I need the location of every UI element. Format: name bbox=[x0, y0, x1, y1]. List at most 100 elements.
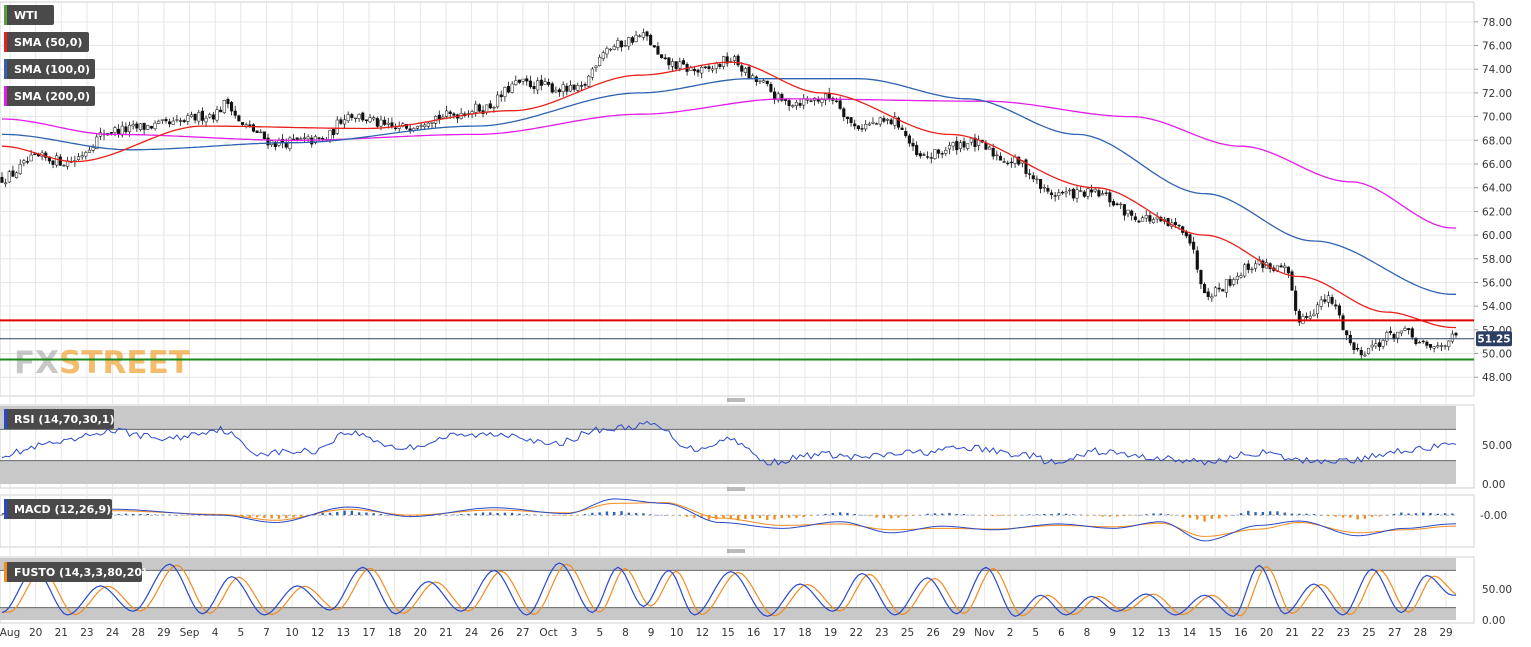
candle-body bbox=[62, 164, 66, 167]
macd-histogram-bar bbox=[1232, 515, 1235, 516]
legend-wti-box[interactable] bbox=[4, 5, 54, 25]
candle-body bbox=[645, 31, 649, 37]
candle-body bbox=[707, 66, 711, 69]
candle-body bbox=[1024, 159, 1028, 174]
fusto-k-line bbox=[1, 562, 1456, 617]
macd-histogram-bar bbox=[919, 514, 922, 516]
x-tick-label: 20 bbox=[414, 627, 427, 639]
candle-body bbox=[1414, 337, 1418, 344]
macd-histogram-bar bbox=[1028, 514, 1031, 516]
macd-histogram-bar bbox=[729, 515, 733, 519]
x-tick-label: 12 bbox=[311, 627, 324, 639]
candle-body bbox=[966, 143, 970, 149]
candle-body bbox=[1122, 204, 1126, 216]
fusto-y-tick-label: 0.00 bbox=[1482, 615, 1505, 627]
candle-body bbox=[15, 172, 19, 178]
candle-body bbox=[1079, 190, 1083, 192]
candle-body bbox=[1334, 304, 1338, 307]
legend-rsi[interactable]: RSI (14,70,30,1) bbox=[4, 409, 114, 429]
macd-histogram-bar bbox=[897, 515, 900, 518]
macd-panel bbox=[0, 494, 1475, 548]
macd-y-tick-label: -0.00 bbox=[1480, 510, 1507, 522]
macd-histogram-bar bbox=[481, 512, 485, 516]
candle-body bbox=[1326, 295, 1331, 303]
legend-rsi-box[interactable] bbox=[4, 409, 114, 429]
candle-body bbox=[1399, 330, 1403, 334]
fusto-d-line bbox=[2, 563, 1457, 617]
panel-splitter-1[interactable] bbox=[725, 398, 747, 403]
candle-body bbox=[889, 119, 893, 125]
macd-histogram-bar bbox=[1188, 515, 1192, 518]
legend-macd-box[interactable] bbox=[4, 499, 112, 519]
date-x-axis: Aug 20 21 23 24 28 29 Sep 4 5 7 10 12 13 17 18 20 21 24 26 2… bbox=[0, 627, 1453, 639]
candle-body bbox=[310, 137, 314, 145]
legend-wti[interactable]: WTI bbox=[4, 5, 54, 25]
candle-body bbox=[164, 119, 168, 122]
candle-body bbox=[528, 80, 532, 88]
macd-histogram-bar bbox=[722, 515, 725, 519]
candle-body bbox=[700, 67, 704, 74]
y-tick-label: 58.00 bbox=[1482, 254, 1512, 266]
macd-histogram-bar bbox=[1035, 514, 1039, 516]
candle-body bbox=[598, 56, 602, 66]
macd-histogram-bar bbox=[197, 515, 200, 516]
x-tick-label: 4 bbox=[212, 627, 219, 639]
legend-macd[interactable]: MACD (12,26,9) bbox=[4, 499, 112, 519]
macd-histogram-bar bbox=[161, 514, 164, 516]
macd-histogram-bar bbox=[1319, 515, 1323, 516]
legend-sma100[interactable]: SMA (100,0) bbox=[4, 59, 95, 79]
panel-splitter-3[interactable] bbox=[725, 549, 747, 554]
macd-histogram-bar bbox=[1247, 510, 1250, 516]
panel-splitter-2[interactable] bbox=[725, 487, 747, 492]
candle-body bbox=[1173, 221, 1177, 226]
macd-histogram-bar bbox=[926, 513, 929, 516]
candle-body bbox=[1224, 279, 1228, 293]
candle-body bbox=[875, 123, 879, 125]
candle-body bbox=[1053, 195, 1057, 197]
macd-histogram-bar bbox=[591, 512, 594, 516]
candle-body bbox=[1137, 220, 1141, 223]
candle-body bbox=[1388, 330, 1392, 334]
candle-body bbox=[1374, 343, 1378, 347]
legend-sma50[interactable]: SMA (50,0) bbox=[4, 32, 89, 52]
macd-histogram-bar bbox=[547, 515, 550, 516]
candle-body bbox=[1323, 299, 1327, 302]
macd-histogram-bar bbox=[503, 512, 507, 516]
legend-fusto[interactable]: FUSTO (14,3,3,80,20) bbox=[4, 562, 147, 582]
candle-body bbox=[0, 176, 4, 183]
macd-histogram-bar bbox=[991, 515, 995, 517]
macd-histogram-bar bbox=[882, 515, 886, 519]
x-tick-label: 27 bbox=[516, 627, 529, 639]
candle-body bbox=[1418, 341, 1422, 344]
legend-sma200[interactable]: SMA (200,0) bbox=[4, 86, 95, 106]
legend-fusto-box[interactable] bbox=[4, 562, 142, 582]
macd-histogram-bar bbox=[1254, 512, 1257, 516]
y-tick-label: 48.00 bbox=[1482, 372, 1512, 384]
candle-body bbox=[222, 99, 226, 113]
legend-wti-label: WTI bbox=[14, 9, 38, 22]
macd-histogram-bar bbox=[190, 515, 193, 516]
candle-body bbox=[1002, 161, 1006, 163]
candle-body bbox=[594, 65, 598, 69]
candle-body bbox=[452, 113, 456, 116]
legend-sma50-box[interactable] bbox=[4, 32, 89, 52]
candle-body bbox=[543, 81, 547, 85]
candle-body bbox=[120, 125, 124, 136]
legend-sma200-box[interactable] bbox=[4, 86, 95, 106]
rsi-y-tick-label: 0.00 bbox=[1482, 479, 1505, 491]
candle-body bbox=[743, 68, 747, 73]
candle-body bbox=[1068, 189, 1072, 192]
candle-body bbox=[794, 102, 798, 107]
candle-body bbox=[211, 114, 215, 120]
legend-sma100-box[interactable] bbox=[4, 59, 95, 79]
macd-histogram-bar bbox=[532, 514, 536, 516]
macd-histogram-bar bbox=[445, 514, 448, 516]
candle-body bbox=[423, 124, 427, 127]
candle-body bbox=[1206, 291, 1210, 298]
candle-body bbox=[732, 56, 737, 61]
candle-body bbox=[1071, 188, 1075, 199]
candle-body bbox=[616, 40, 620, 48]
x-tick-label: 27 bbox=[1388, 627, 1401, 639]
macd-histogram-bar bbox=[168, 514, 171, 516]
macd-histogram-bar bbox=[605, 511, 609, 516]
